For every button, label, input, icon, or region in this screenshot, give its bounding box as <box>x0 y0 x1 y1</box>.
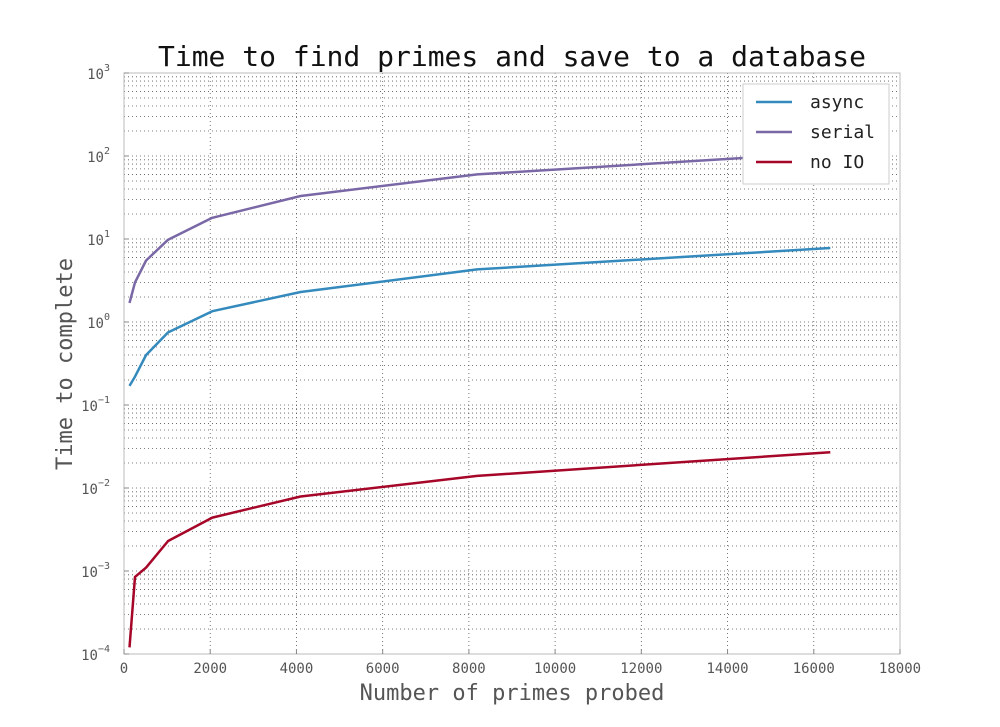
chart-title: Time to find primes and save to a databa… <box>158 40 866 73</box>
x-axis-label: Number of primes probed <box>360 681 665 706</box>
y-tick-label: 10−2 <box>81 478 110 498</box>
legend-label-async: async <box>810 92 864 113</box>
x-tick-label: 8000 <box>452 661 486 677</box>
y-tick-label: 100 <box>87 312 110 332</box>
x-tick-label: 10000 <box>534 661 576 677</box>
y-tick-label: 10−1 <box>81 395 110 415</box>
y-tick-label: 10−4 <box>81 644 110 664</box>
y-tick-label: 102 <box>87 146 110 166</box>
x-tick-label: 4000 <box>280 661 314 677</box>
y-axis-label: Time to complete <box>53 258 78 470</box>
plot-frame <box>123 72 901 655</box>
legend-label-serial: serial <box>810 122 875 143</box>
series-line-serial <box>128 151 831 304</box>
y-tick-label: 10−3 <box>81 561 110 581</box>
grid <box>124 73 900 654</box>
legend: async serial no IO <box>742 83 890 185</box>
legend-box <box>742 83 890 185</box>
series-line-no-io <box>128 450 831 648</box>
y-tick-label: 103 <box>87 63 110 83</box>
x-tick-label: 6000 <box>366 661 400 677</box>
y-tick-label: 101 <box>87 229 110 249</box>
x-tick-label: 0 <box>120 661 128 677</box>
y-axis-ticks: 10−4 10−3 10−2 10−1 100 101 102 103 <box>81 63 129 664</box>
legend-label-no-io: no IO <box>810 152 864 173</box>
series-line-async <box>128 246 831 387</box>
x-tick-label: 18000 <box>879 661 921 677</box>
x-tick-label: 2000 <box>193 661 227 677</box>
x-tick-label: 12000 <box>620 661 662 677</box>
x-tick-label: 16000 <box>793 661 835 677</box>
x-tick-label: 14000 <box>706 661 748 677</box>
series-lines <box>128 151 831 648</box>
x-axis-ticks: 0 2000 4000 6000 8000 10000 12000 14000 16000 180… <box>120 649 921 677</box>
